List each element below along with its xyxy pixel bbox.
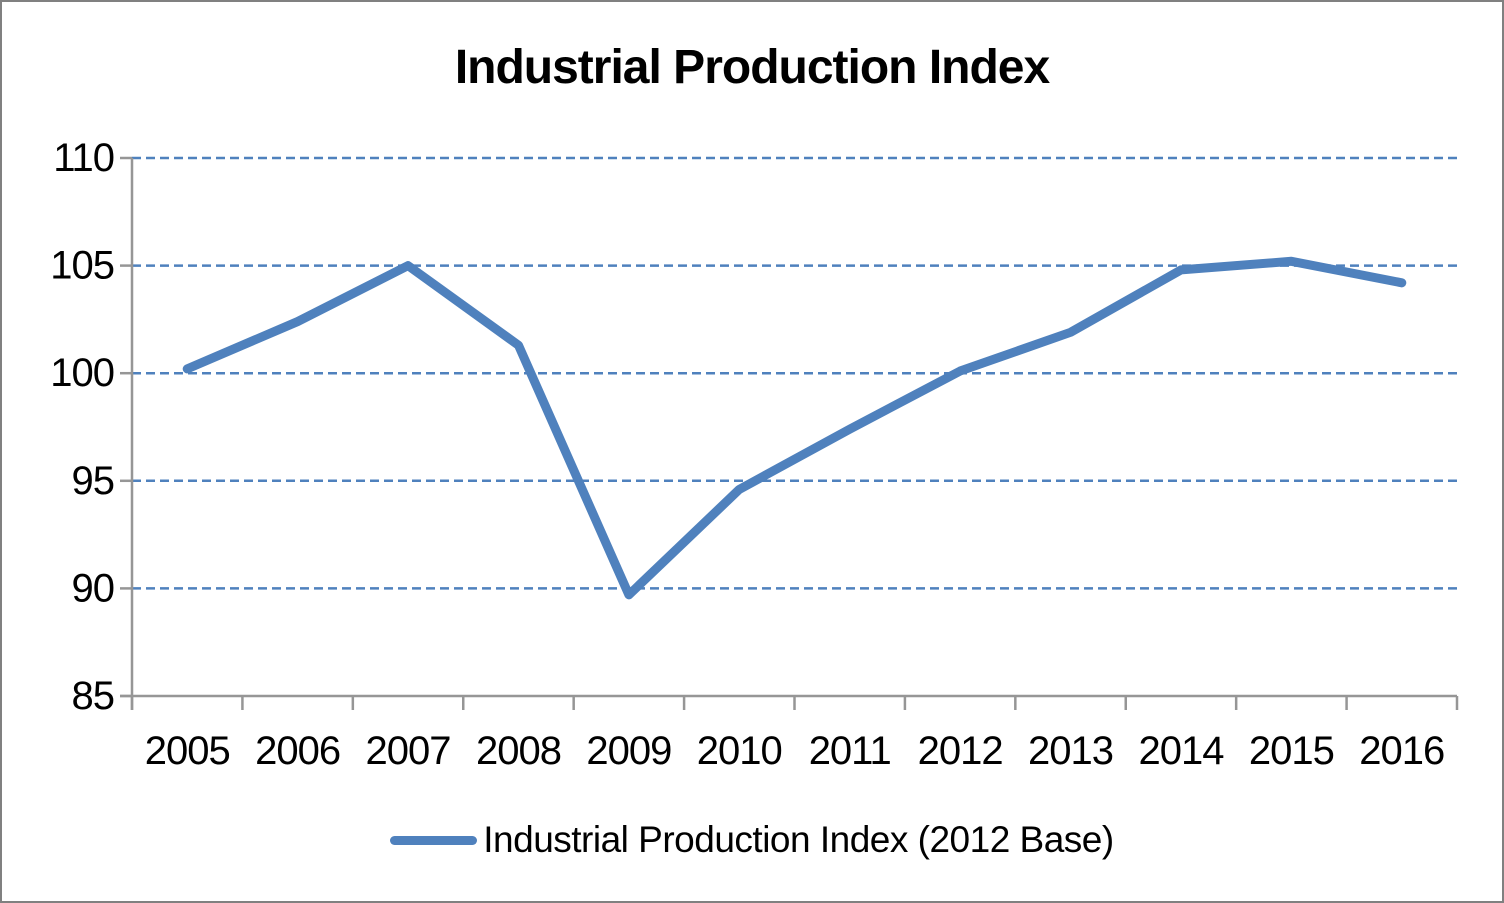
y-axis-label-100: 100 [50,351,114,395]
x-axis-label-2011: 2011 [809,729,891,773]
x-axis-label-2008: 2008 [476,729,561,773]
y-axis-label-85: 85 [72,674,115,718]
x-axis-label-2016: 2016 [1359,729,1444,773]
chart-title: Industrial Production Index [454,41,1050,94]
legend: Industrial Production Index (2012 Base) [2,818,1502,862]
legend-line-marker-icon [390,835,478,845]
legend-label: Industrial Production Index (2012 Base) [483,819,1114,860]
series-line-industrial-production-index-2012-base [182,256,1407,600]
x-axis-label-2013: 2013 [1028,729,1113,773]
x-axis-label-2009: 2009 [586,729,671,773]
x-axis-label-2006: 2006 [255,729,340,773]
y-axis-label-110: 110 [53,136,114,180]
x-axis-label-2007: 2007 [366,729,451,773]
y-axis-label-90: 90 [72,566,115,610]
x-axis-label-2010: 2010 [697,729,782,773]
y-axis-label-95: 95 [72,459,115,503]
x-axis-label-2014: 2014 [1138,729,1224,773]
x-axis-label-2005: 2005 [145,729,230,773]
x-axis-label-2012: 2012 [918,729,1003,773]
x-axis-label-2015: 2015 [1249,729,1334,773]
y-axis-label-105: 105 [50,244,114,288]
